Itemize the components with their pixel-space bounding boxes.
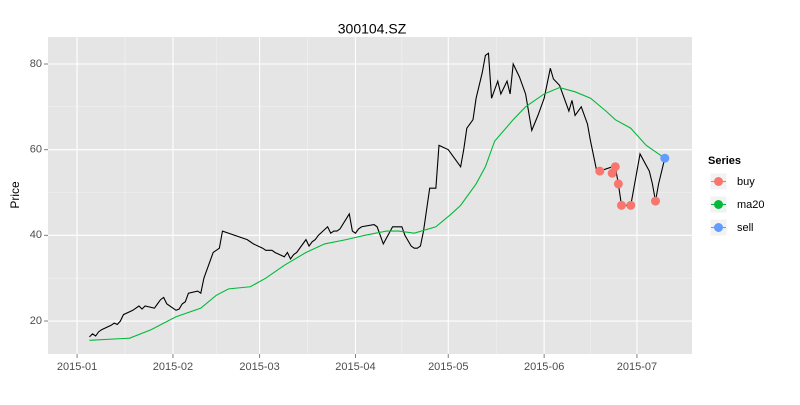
line bbox=[89, 86, 666, 341]
point bbox=[660, 153, 670, 163]
x-tick-label: 2015-04 bbox=[335, 361, 375, 373]
legend-title: Series bbox=[708, 155, 741, 167]
x-tick-label: 2015-07 bbox=[617, 361, 657, 373]
legend-label: sell bbox=[737, 222, 754, 234]
legend: buy ma20 sell bbox=[709, 172, 765, 237]
y-tick-label: 80 bbox=[30, 58, 42, 70]
point bbox=[616, 200, 626, 210]
x-tick-label: 2015-06 bbox=[524, 361, 564, 373]
point bbox=[613, 179, 623, 189]
legend-label: ma20 bbox=[737, 199, 765, 211]
chart-title: 300104.SZ bbox=[338, 21, 407, 37]
x-tick-label: 2015-03 bbox=[239, 361, 279, 373]
y-tick-label: 60 bbox=[30, 144, 42, 156]
panel bbox=[48, 37, 692, 354]
y-tick-label: 40 bbox=[30, 229, 42, 241]
point bbox=[595, 166, 605, 176]
marks bbox=[89, 52, 670, 341]
point bbox=[651, 196, 661, 206]
legend-point bbox=[714, 223, 723, 232]
x-tick-label: 2015-05 bbox=[428, 361, 468, 373]
point bbox=[610, 162, 620, 172]
y-tick-label: 20 bbox=[30, 315, 42, 327]
x-tick-label: 2015-01 bbox=[57, 361, 97, 373]
y-axis-label: Price bbox=[8, 181, 22, 209]
grid: 20 40 60 80 2015-01 2015-02 2015-03 2015-04 2015… bbox=[30, 37, 692, 373]
legend-point bbox=[714, 200, 723, 209]
line bbox=[89, 52, 666, 338]
point bbox=[626, 200, 636, 210]
legend-point bbox=[714, 177, 723, 186]
legend-label: buy bbox=[737, 176, 755, 188]
x-tick-label: 2015-02 bbox=[153, 361, 193, 373]
